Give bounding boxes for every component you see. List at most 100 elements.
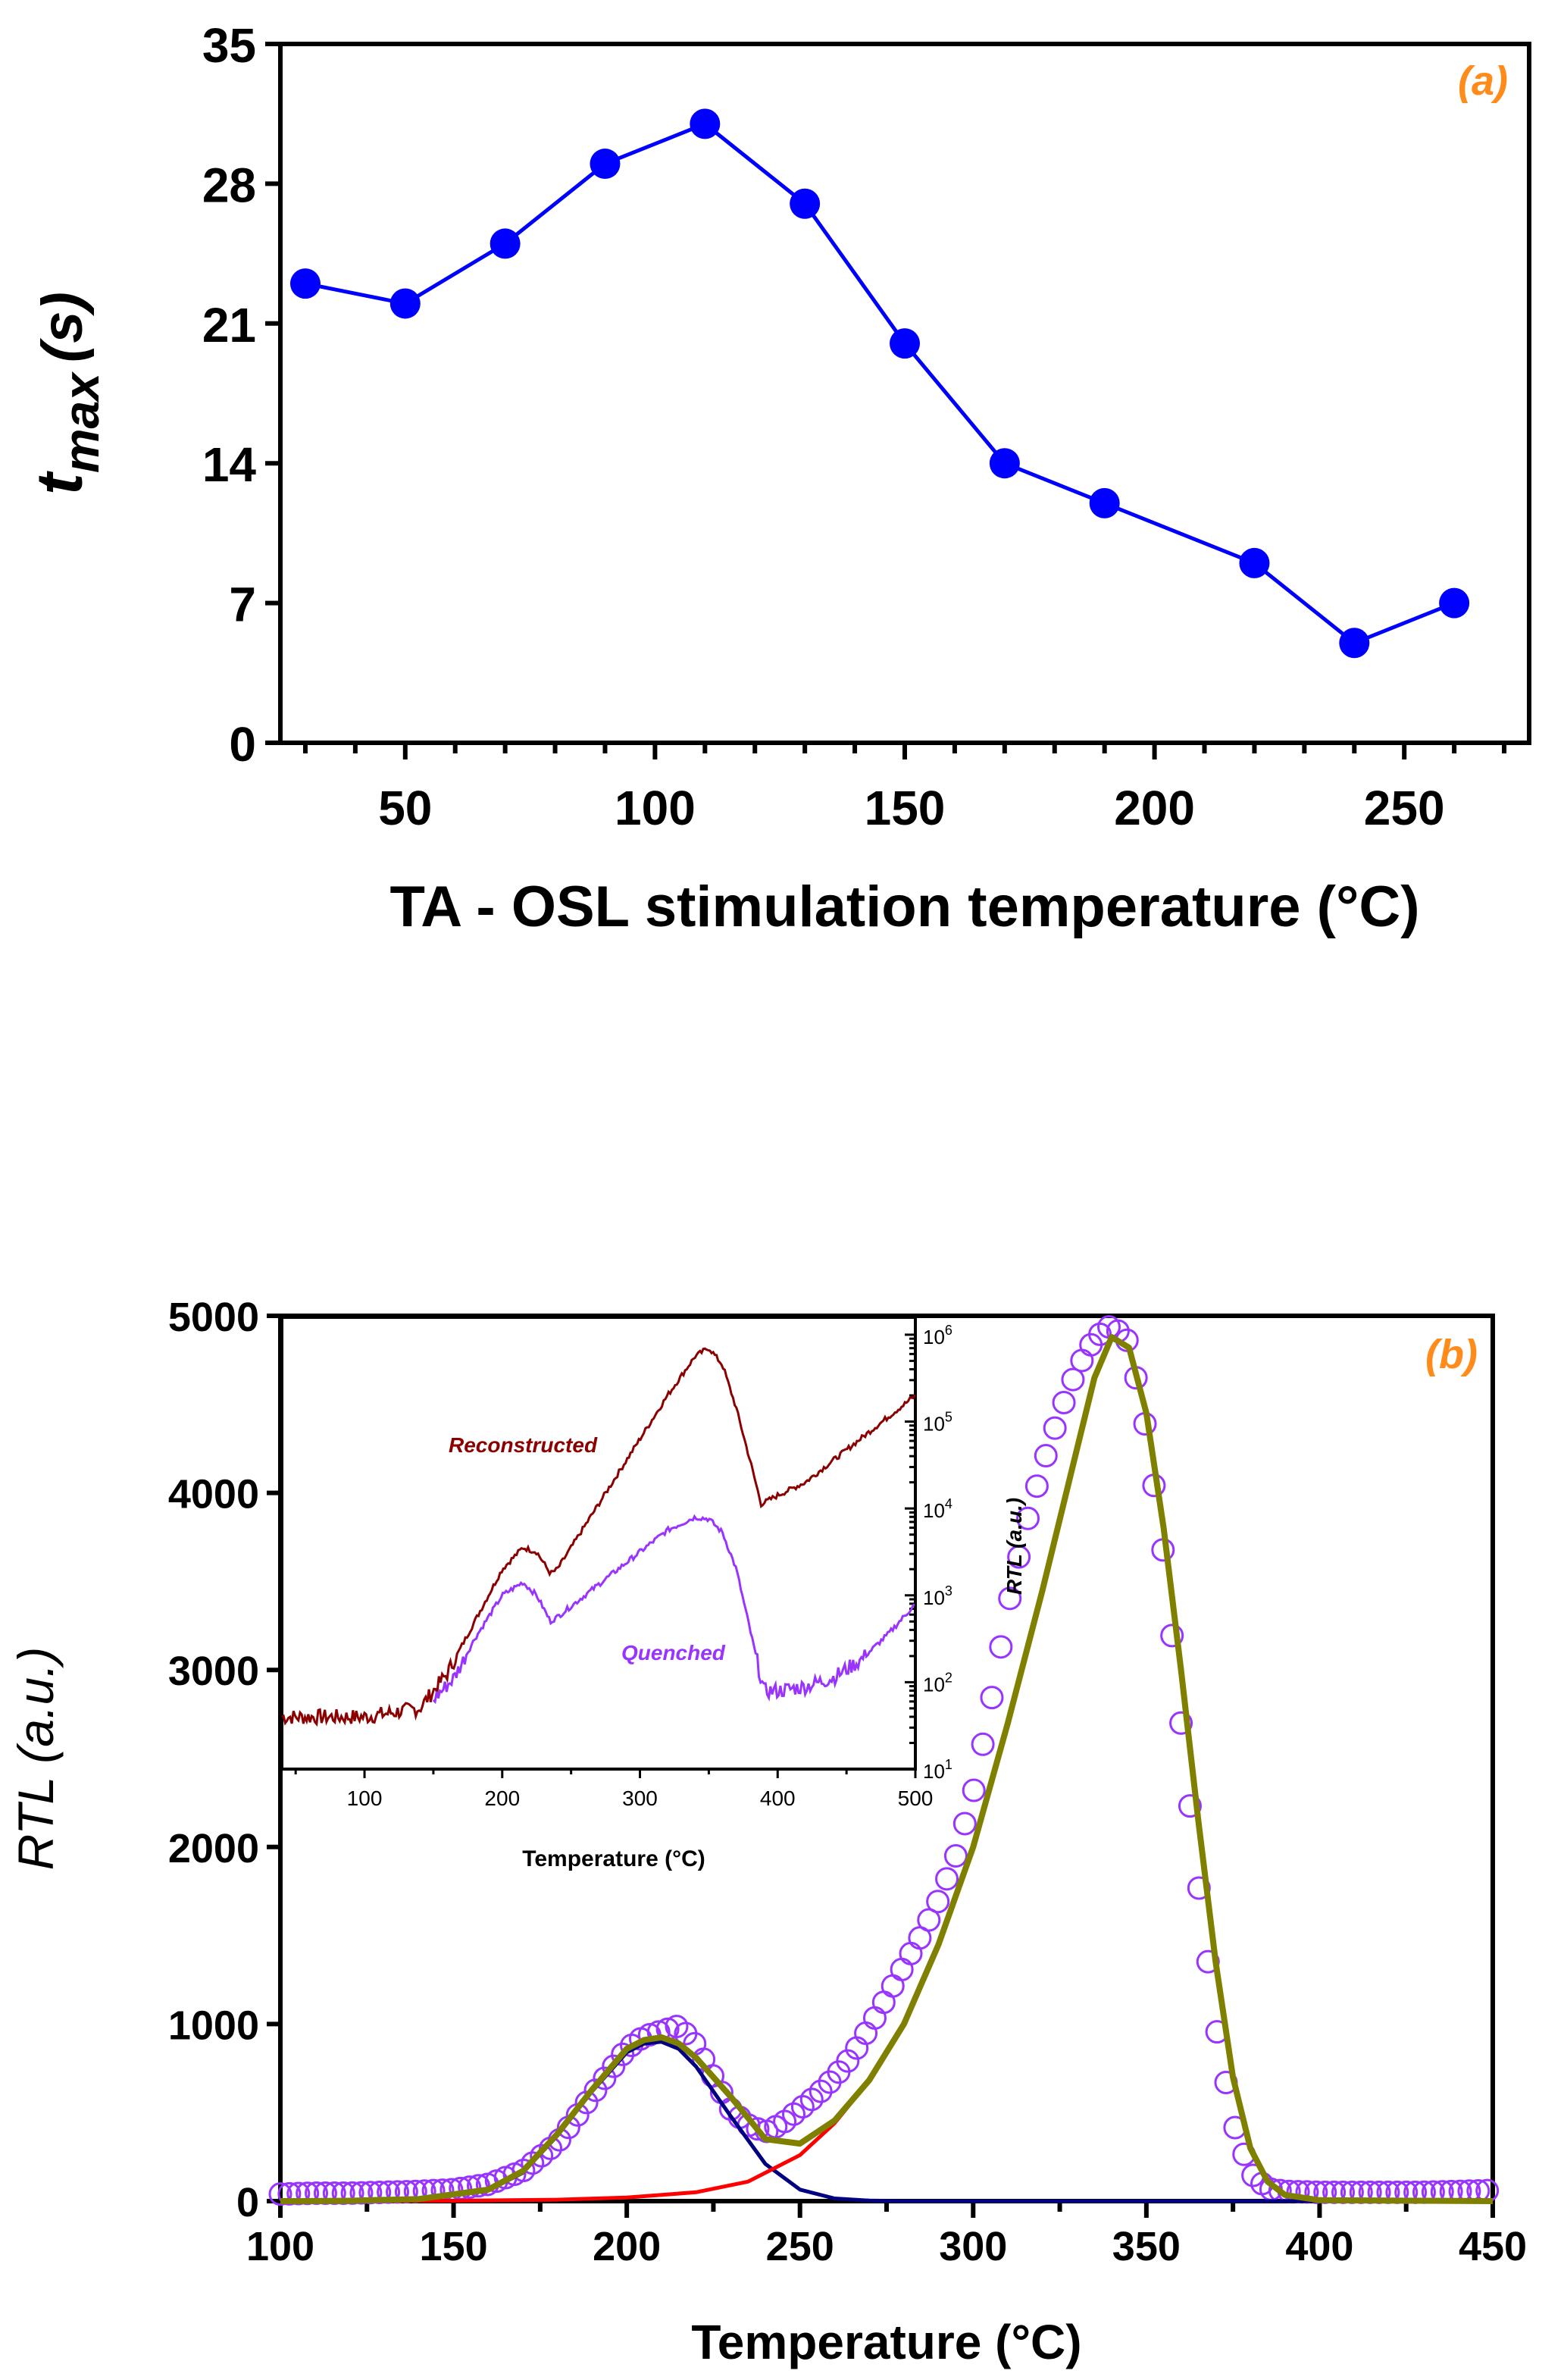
inset-y-tick-base: 10 — [923, 1586, 945, 1609]
experimental-data-point — [862, 2006, 887, 2030]
x-tick-label: 200 — [593, 2224, 661, 2269]
data-point — [590, 149, 621, 180]
data-point — [1239, 547, 1270, 578]
inset-y-tick-exponent: 2 — [945, 1670, 952, 1685]
panel-a-label: (a) — [1458, 58, 1508, 104]
experimental-data-point — [286, 2181, 311, 2206]
experimental-data-point — [871, 1990, 896, 2015]
experimental-data-point — [1061, 1367, 1085, 1392]
y-tick-label: 1000 — [168, 2003, 259, 2048]
data-point — [289, 268, 321, 299]
experimental-data-point — [1052, 1390, 1076, 1414]
inset-y-tick-exponent: 3 — [945, 1583, 952, 1599]
inset-annotation-quenched: Quenched — [621, 1641, 726, 1664]
experimental-data-point — [593, 2066, 617, 2090]
y-tick-label: 35 — [202, 18, 256, 73]
y-tick-label: 21 — [202, 298, 256, 352]
inset-y-tick-label: 104 — [923, 1496, 952, 1522]
experimental-data-point — [998, 1586, 1022, 1611]
panel-a-x-axis-label: TA - OSL stimulation temperature (°C) — [389, 875, 1419, 939]
experimental-data-point — [890, 1957, 914, 1981]
data-point — [690, 108, 721, 139]
experimental-data-point — [611, 2042, 635, 2066]
experimental-data-point — [1016, 1506, 1040, 1530]
experimental-data-point — [980, 1686, 1004, 1710]
x-tick-label: 150 — [420, 2224, 488, 2269]
experimental-data-point — [1070, 1348, 1094, 1373]
x-tick-label: 300 — [939, 2224, 1007, 2269]
experimental-data-point — [917, 1908, 941, 1932]
x-tick-label: 400 — [1285, 2224, 1353, 2269]
panel-b-plot — [268, 1315, 1500, 2206]
experimental-data-point — [926, 1890, 950, 1914]
inset-y-tick-base: 10 — [923, 1413, 945, 1436]
experimental-data-point — [1169, 1711, 1193, 1735]
inset-y-tick-label: 101 — [923, 1757, 952, 1783]
experimental-data-point — [602, 2054, 626, 2078]
experimental-data-point — [1034, 1444, 1058, 1468]
inset-y-tick-exponent: 1 — [945, 1757, 952, 1772]
inset-y-tick-base: 10 — [923, 1499, 945, 1522]
x-tick-label: 350 — [1112, 2224, 1181, 2269]
inset-x-tick-label: 500 — [898, 1787, 934, 1810]
experimental-data-point — [583, 2078, 608, 2103]
data-point — [1339, 628, 1370, 659]
y-tick-label: 0 — [236, 2180, 259, 2225]
sum-fit-line — [280, 1334, 1494, 2204]
experimental-data-point — [268, 2182, 292, 2206]
x-tick-label: 50 — [378, 781, 432, 835]
inset-y-tick-label: 105 — [923, 1410, 952, 1436]
inset-frame — [280, 1316, 917, 1771]
panel-b-x-axis-label: Temperature (°C) — [691, 2315, 1081, 2369]
inset-y-tick-label: 106 — [923, 1323, 952, 1348]
experimental-data-point — [799, 2087, 824, 2112]
panel-a-y-label-unit: (s) — [30, 292, 95, 362]
panel-a-plot — [289, 108, 1470, 659]
inset-plot — [281, 1347, 916, 1727]
inset-annotation-reconstructed: Reconstructed — [449, 1433, 598, 1457]
data-point — [989, 448, 1020, 479]
experimental-data-point — [899, 1941, 923, 1965]
panel-b: 0 1000 2000 3000 4000 5000 100 150 200 250 300 350 4… — [8, 1295, 1527, 2369]
y-tick-label: 4000 — [168, 1472, 259, 1517]
experimental-data-point — [809, 2079, 833, 2103]
experimental-data-point — [1178, 1794, 1202, 1818]
inset-y-tick-label: 103 — [923, 1583, 952, 1609]
experimental-data-point — [836, 2049, 860, 2073]
experimental-data-point — [952, 1812, 977, 1836]
experimental-data-point — [746, 2117, 770, 2141]
data-point — [790, 188, 821, 219]
panel-a-y-axis-label: tmax (s) — [23, 292, 109, 495]
data-point — [1439, 587, 1470, 618]
inset-x-tick-label: 100 — [347, 1787, 383, 1810]
inset-x-tick-label: 200 — [484, 1787, 520, 1810]
y-tick-label: 5000 — [168, 1295, 259, 1340]
x-tick-label: 100 — [615, 781, 696, 835]
inset-quenched-line — [432, 1514, 915, 1705]
experimental-data-point — [1007, 1545, 1031, 1569]
inset-y-tick-exponent: 4 — [945, 1496, 952, 1511]
inset-y-tick-exponent: 6 — [945, 1323, 952, 1338]
y-tick-label: 3000 — [168, 1649, 259, 1694]
x-tick-label: 150 — [865, 781, 946, 835]
series-line-tmax — [305, 121, 1456, 646]
experimental-data-point — [935, 1867, 959, 1891]
panel-b-label: (b) — [1425, 1332, 1478, 1377]
experimental-data-point — [277, 2181, 302, 2206]
inset-y-tick-base: 10 — [923, 1326, 945, 1348]
y-tick-label: 2000 — [168, 1826, 259, 1871]
panel-a-y-label-main: t — [23, 471, 96, 495]
experimental-data-point — [962, 1778, 986, 1802]
experimental-data-point — [989, 1635, 1013, 1659]
inset-y-tick-base: 10 — [923, 1760, 945, 1783]
y-tick-label: 28 — [202, 158, 256, 212]
panel-b-y-axis-label: RTL (a.u.) — [8, 1647, 64, 1871]
x-tick-label: 200 — [1114, 781, 1195, 835]
data-point — [890, 328, 920, 359]
data-point — [490, 228, 521, 259]
experimental-data-point — [1160, 1624, 1184, 1648]
panel-b-axes: 0 1000 2000 3000 4000 5000 100 150 200 250 300 350 4… — [168, 1295, 1527, 2269]
